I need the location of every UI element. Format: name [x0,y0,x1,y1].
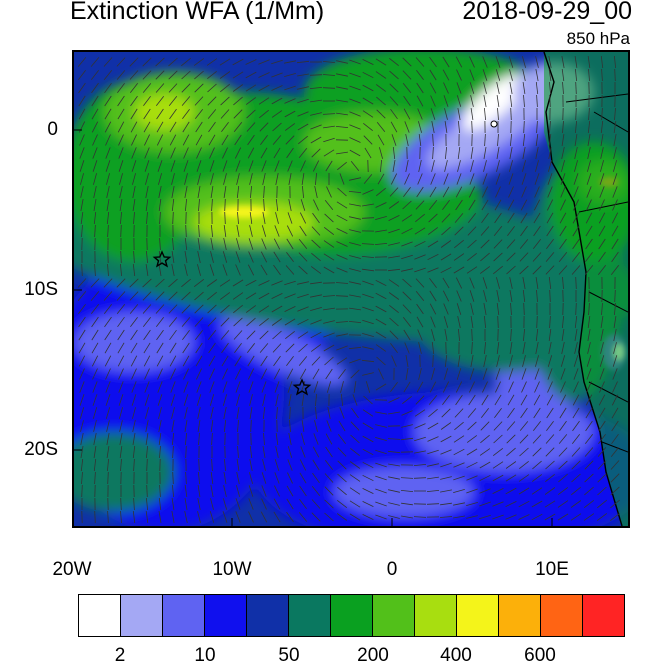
extinction-field [74,52,628,526]
colorbar-bin-5 [289,595,331,636]
colorbar-bin-9 [457,595,499,636]
sample-star-1 [152,250,172,268]
colorbar-label-600: 600 [524,645,556,666]
lon-tick-10w: 10W [212,559,252,580]
lon-tick-20w: 20W [52,559,92,580]
colorbar-bin-8 [415,595,457,636]
colorbar-bin-3 [205,595,247,636]
colorbar-bin-11 [541,595,583,636]
colorbar-label-50: 50 [278,645,300,666]
colorbar-bin-0 [79,595,121,636]
colorbar-label-200: 200 [357,645,389,666]
map-plot-area [72,50,630,528]
map-title: Extinction WFA (1/Mm) [70,0,325,25]
colorbar-bin-6 [331,595,373,636]
colorbar-bin-4 [247,595,289,636]
lat-tick-10s: 10S [24,279,58,300]
lon-tick-10e: 10E [535,559,569,580]
colorbar-bin-7 [373,595,415,636]
colorbar-bin-2 [163,595,205,636]
colorbar-label-10: 10 [194,645,216,666]
sample-star-2 [292,378,312,396]
map-datetime: 2018-09-29_00 [462,0,632,25]
colorbar-bin-10 [499,595,541,636]
colorbar-bin-12 [583,595,624,636]
colorbar-label-2: 2 [114,645,126,666]
lat-tick-20s: 20S [24,439,58,460]
lat-tick-0: 0 [47,119,58,140]
colorbar [78,594,625,637]
lon-tick-0: 0 [386,559,398,580]
colorbar-bin-1 [121,595,163,636]
colorbar-label-400: 400 [440,645,472,666]
pressure-level-label: 850 hPa [566,29,630,48]
